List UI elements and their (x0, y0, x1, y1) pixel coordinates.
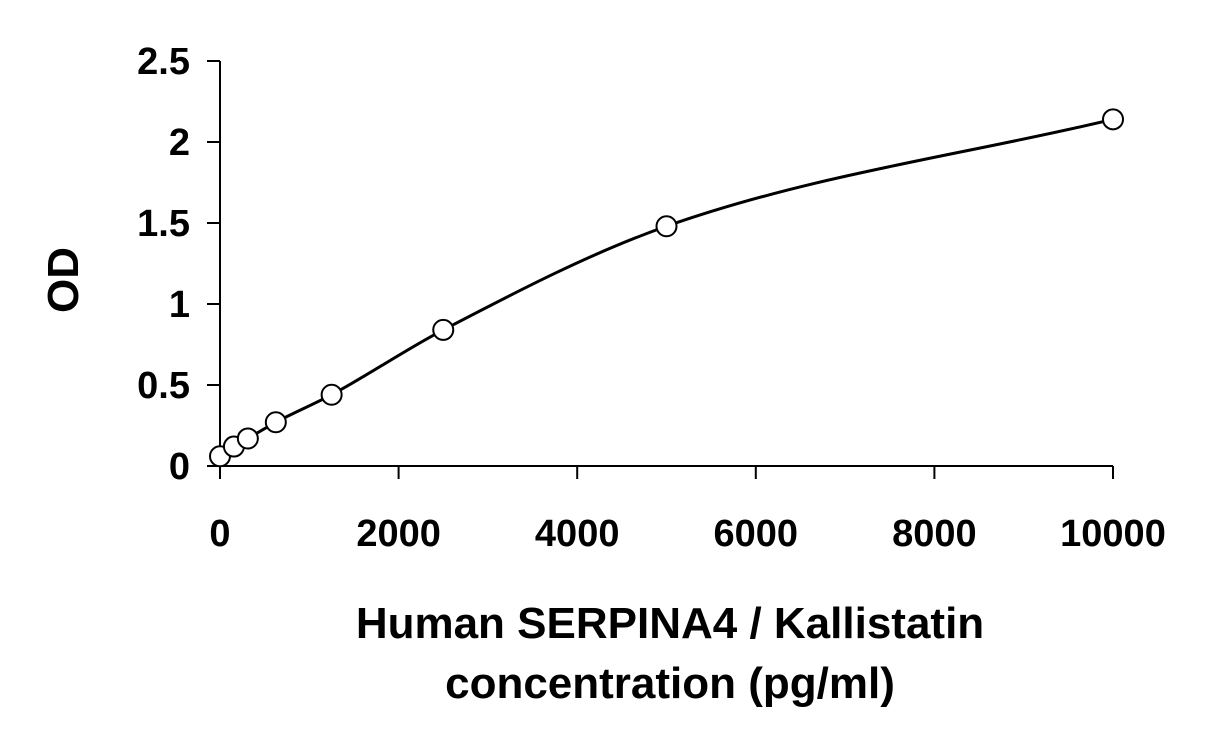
y-tick-label: 0 (169, 446, 190, 488)
x-tick-label: 4000 (535, 513, 620, 555)
y-tick-label: 2.5 (137, 41, 190, 83)
x-tick-label: 2000 (356, 513, 441, 555)
fit-curve (219, 117, 1114, 458)
data-point (1102, 108, 1124, 131)
y-tick-label: 0.5 (137, 365, 190, 407)
x-axis-title-line-2: concentration (pg/ml) (445, 659, 895, 708)
x-tick-label: 10000 (1060, 513, 1166, 555)
x-tick-label: 0 (209, 513, 230, 555)
y-axis-title: OD (39, 247, 88, 313)
y-tick-label: 2 (169, 122, 190, 164)
data-points (209, 108, 1124, 468)
data-point (655, 215, 678, 238)
x-tick-label: 6000 (714, 513, 799, 555)
y-tick-label: 1.5 (137, 203, 190, 245)
y-ticks: 0 0.5 1 1.5 2 2.5 (137, 41, 220, 488)
x-ticks: 0 2000 4000 6000 8000 10000 (209, 466, 1166, 555)
axes (219, 61, 1113, 467)
x-tick-label: 8000 (892, 513, 977, 555)
data-point (264, 411, 287, 434)
data-point (320, 383, 343, 406)
data-point (236, 427, 259, 450)
y-tick-label: 1 (169, 284, 190, 326)
x-axis-title-line-1: Human SERPINA4 / Kallistatin (356, 599, 984, 648)
data-point (432, 318, 455, 341)
